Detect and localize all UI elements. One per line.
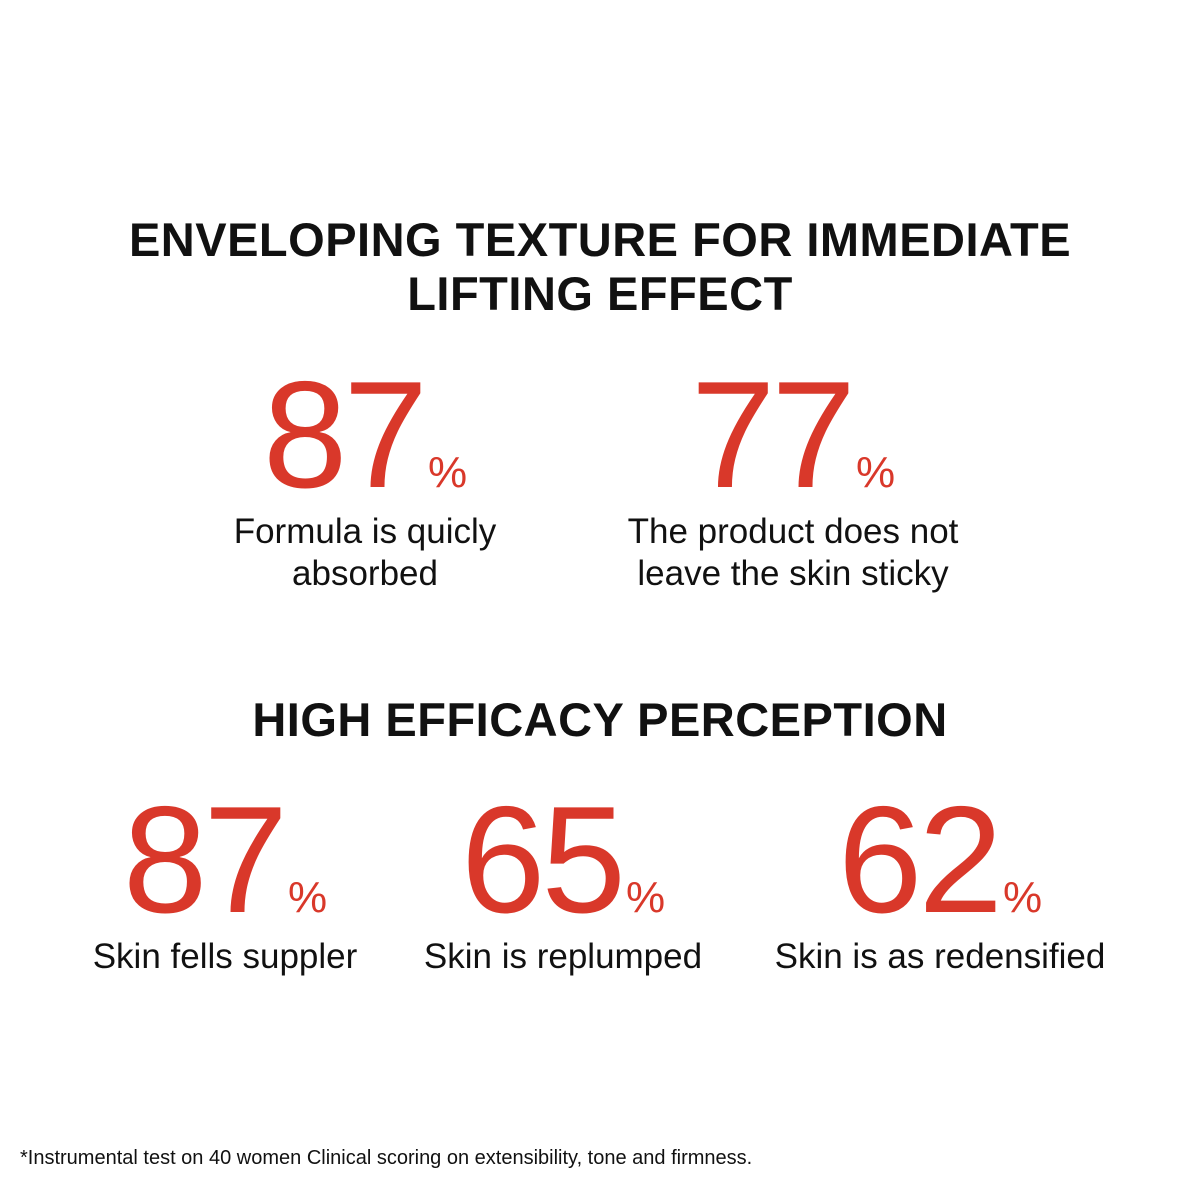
percent-sign: %: [287, 873, 328, 922]
section2-title: HIGH EFFICACY PERCEPTION: [252, 693, 948, 746]
percent-sign: %: [427, 448, 468, 497]
stat-value: 87: [122, 775, 288, 945]
stat-caption: Skin fells suppler: [92, 937, 358, 976]
stat-caption: absorbed: [292, 554, 438, 593]
stat-caption: Skin is as redensified: [774, 937, 1106, 976]
section1-title-line1: ENVELOPING TEXTURE FOR IMMEDIATE: [128, 213, 1072, 266]
stat-caption: Formula is quicly: [233, 512, 497, 551]
stat-value: 65: [460, 775, 626, 945]
stat-suppler: 87% Skin fells suppler: [45, 775, 405, 978]
percent-sign: %: [1002, 873, 1043, 922]
percent-sign: %: [625, 873, 666, 922]
section1-title: ENVELOPING TEXTURE FOR IMMEDIATE LIFTING…: [0, 213, 1200, 321]
footnote: *Instrumental test on 40 women Clinical …: [20, 1147, 753, 1169]
stat-caption: leave the skin sticky: [637, 554, 949, 593]
stat-value: 87: [262, 350, 428, 520]
stat-absorbed: 87% Formula is quicly absorbed: [165, 350, 565, 595]
stat-not-sticky: 77% The product does not leave the skin …: [573, 350, 1013, 595]
section1-title-line2: LIFTING EFFECT: [407, 267, 793, 320]
stat-value: 77: [690, 350, 856, 520]
percent-sign: %: [855, 448, 896, 497]
stat-caption: The product does not: [627, 512, 959, 551]
stat-caption: Skin is replumped: [423, 937, 703, 976]
stat-redensified: 62% Skin is as redensified: [740, 775, 1140, 978]
stat-replumped: 65% Skin is replumped: [383, 775, 743, 978]
stat-value: 62: [837, 775, 1003, 945]
